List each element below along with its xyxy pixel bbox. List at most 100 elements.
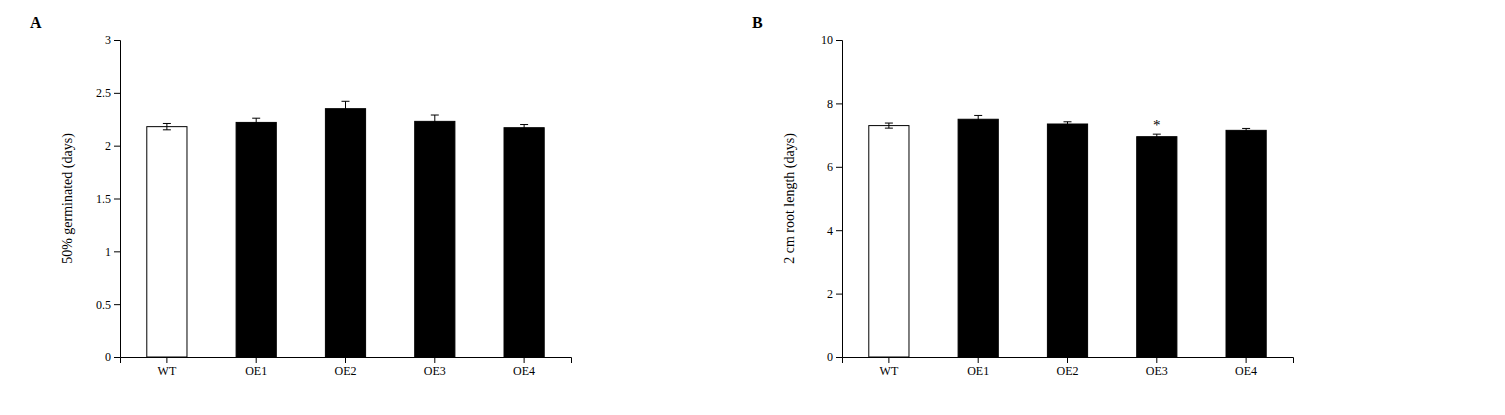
y-tick-label: 2 (105, 139, 111, 153)
panel: WT OE1 OE2 OE3 OE4 0 0.5 1 1.5 2 2.5 3 50% germinate… (30, 14, 572, 378)
bar (1137, 137, 1177, 357)
y-tick-label: 2 (827, 287, 833, 301)
x-tick-label: OE2 (1057, 364, 1079, 378)
x-tick-mark (256, 357, 257, 363)
x-tick-label: WT (880, 364, 899, 378)
error-bar (1242, 128, 1250, 132)
x-tick-label: OE2 (335, 364, 357, 378)
bar (147, 127, 187, 357)
y-tick: 2 (827, 287, 842, 301)
y-tick-label: 1 (105, 245, 111, 259)
error-bar (1064, 122, 1072, 126)
y-axis: 0 0.5 1 1.5 2 2.5 3 (96, 33, 121, 364)
x-tick: OE4 (1235, 357, 1257, 378)
y-axis-title: 50% germinated (days) (60, 133, 76, 264)
y-tick-label: 2.5 (96, 86, 111, 100)
x-axis-line (843, 358, 1294, 364)
plot-area (147, 101, 544, 357)
x-tick-mark (166, 357, 167, 363)
x-tick: OE3 (424, 357, 446, 378)
x-tick-mark (888, 357, 889, 363)
y-tick: 0 (105, 350, 120, 364)
y-axis-line (114, 41, 121, 358)
y-tick-mark (114, 251, 120, 252)
y-tick: 8 (827, 97, 842, 111)
y-axis-title: 2 cm root length (days) (782, 133, 798, 264)
panel-label: B (752, 14, 763, 31)
x-axis-line (121, 358, 572, 364)
y-tick-mark (836, 40, 842, 41)
x-axis: WT OE1 OE2 OE3 OE4 (843, 357, 1294, 378)
y-tick-label: 4 (827, 224, 833, 238)
y-tick-mark (836, 167, 842, 168)
y-tick-mark (114, 40, 120, 41)
y-tick-mark (114, 199, 120, 200)
chart-root: WT OE1 OE2 OE3 OE4 0 0.5 1 1.5 2 2.5 3 50% germinate… (0, 0, 1505, 415)
y-tick-mark (836, 230, 842, 231)
y-tick-label: 0.5 (96, 298, 111, 312)
y-tick: 2.5 (96, 86, 120, 100)
bar (869, 126, 909, 357)
y-tick-label: 6 (827, 160, 833, 174)
y-tick-label: 0 (105, 350, 111, 364)
y-tick: 10 (821, 33, 842, 47)
x-tick: OE3 (1146, 357, 1168, 378)
error-bar (520, 125, 528, 131)
panel-label: A (30, 14, 42, 31)
error-bar (342, 101, 350, 116)
x-tick-mark (434, 357, 435, 363)
x-tick-mark (1067, 357, 1068, 363)
x-tick-label: OE1 (245, 364, 267, 378)
y-tick-label: 10 (821, 33, 833, 47)
error-bar (1153, 134, 1161, 139)
x-tick: OE2 (335, 357, 357, 378)
y-tick-mark (114, 146, 120, 147)
y-axis: 0 2 4 6 8 10 (821, 33, 843, 364)
bar (1047, 124, 1087, 357)
x-tick-label: OE3 (1146, 364, 1168, 378)
x-tick-mark (1246, 357, 1247, 363)
bar (236, 122, 276, 357)
y-tick: 3 (105, 33, 120, 47)
bar (504, 128, 544, 357)
y-tick-label: 0 (827, 350, 833, 364)
bar (958, 119, 998, 357)
bar (415, 121, 455, 357)
y-tick: 0.5 (96, 298, 120, 312)
y-tick-mark (836, 294, 842, 295)
x-tick: WT (158, 357, 177, 378)
y-tick: 6 (827, 160, 842, 174)
x-axis: WT OE1 OE2 OE3 OE4 (121, 357, 572, 378)
y-tick-mark (114, 304, 120, 305)
error-bar (885, 123, 893, 128)
x-tick-mark (524, 357, 525, 363)
y-axis-line (836, 41, 843, 358)
y-tick-mark (114, 93, 120, 94)
y-tick-mark (836, 103, 842, 104)
annotation: * (1153, 117, 1161, 133)
x-tick-label: OE4 (1235, 364, 1257, 378)
y-tick-mark (114, 357, 120, 358)
y-tick-label: 3 (105, 33, 111, 47)
x-tick: OE4 (513, 357, 535, 378)
y-tick: 1 (105, 245, 120, 259)
y-tick-label: 1.5 (96, 192, 111, 206)
y-tick: 1.5 (96, 192, 120, 206)
x-tick-label: OE1 (967, 364, 989, 378)
x-tick-label: OE3 (424, 364, 446, 378)
error-bar (431, 115, 439, 128)
x-tick: OE2 (1057, 357, 1079, 378)
y-tick-mark (836, 357, 842, 358)
x-tick: OE1 (245, 357, 267, 378)
x-tick: OE1 (967, 357, 989, 378)
x-tick: WT (880, 357, 899, 378)
x-tick-label: OE4 (513, 364, 535, 378)
plot-area (869, 115, 1266, 357)
x-tick-mark (978, 357, 979, 363)
error-bar (163, 123, 171, 129)
y-tick-label: 8 (827, 97, 833, 111)
x-tick-mark (345, 357, 346, 363)
bar (325, 109, 365, 357)
x-tick-label: WT (158, 364, 177, 378)
x-tick-mark (1156, 357, 1157, 363)
